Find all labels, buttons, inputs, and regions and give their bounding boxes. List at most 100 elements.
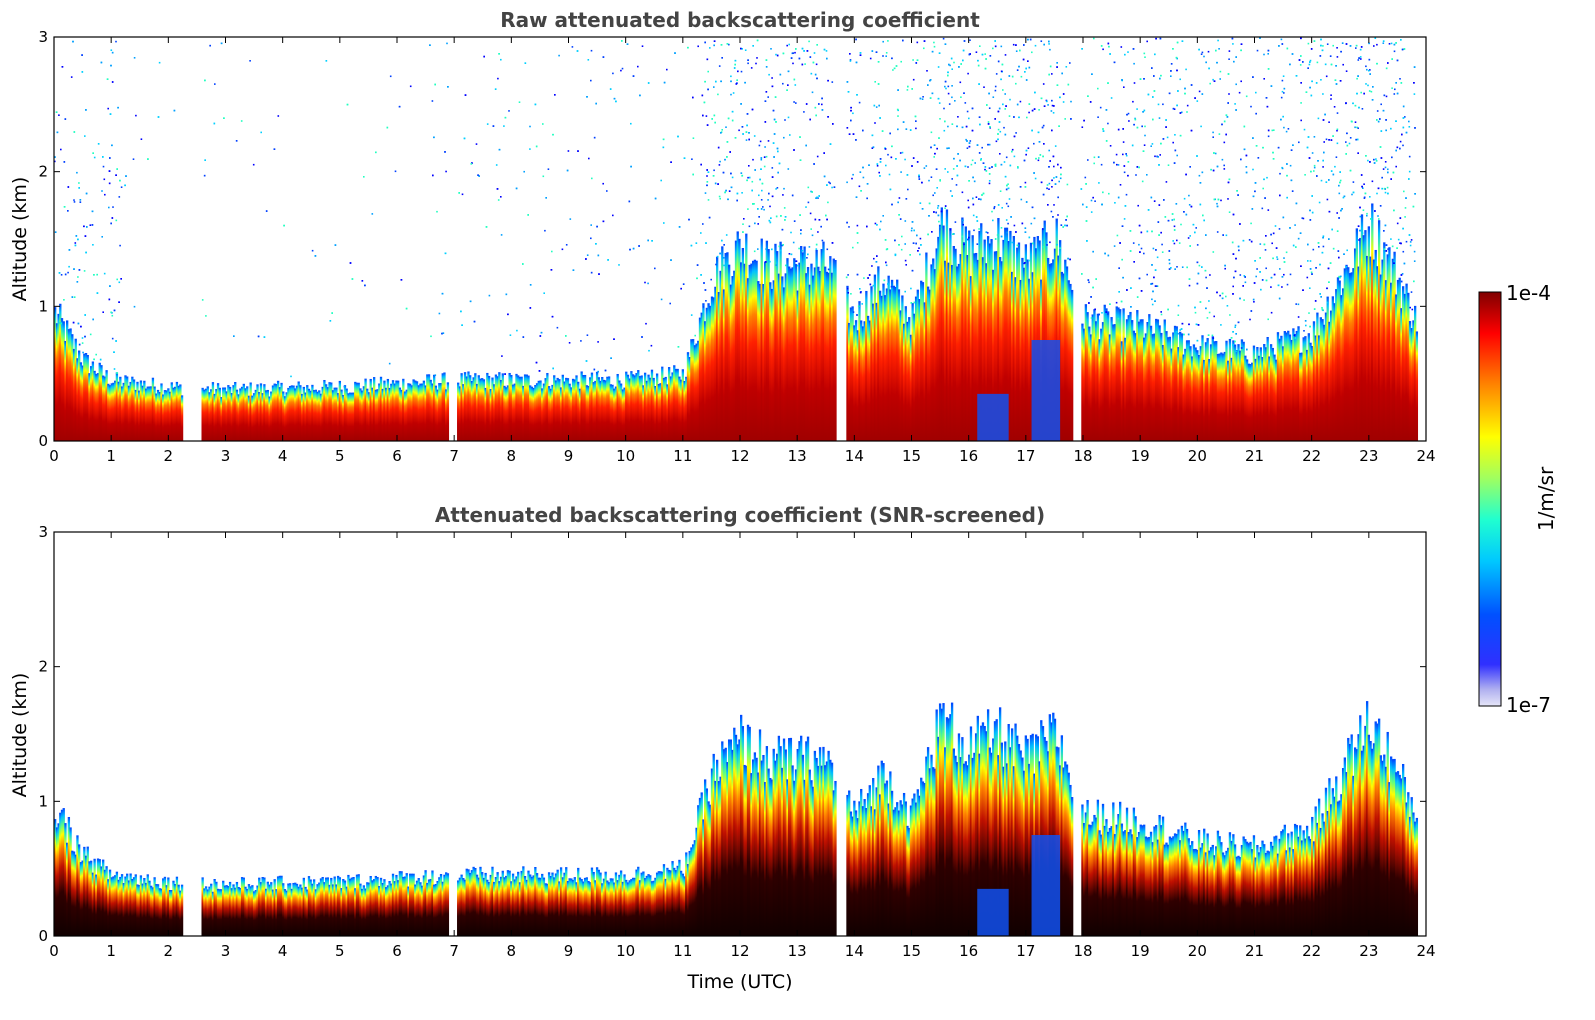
noise-speckle [869,57,872,60]
noise-speckle [1365,65,1367,68]
backscatter-column [849,811,853,936]
noise-speckle [963,243,965,246]
noise-speckle [1006,231,1008,234]
noise-speckle [1051,104,1054,107]
noise-speckle [1196,261,1199,264]
noise-speckle [1170,75,1172,77]
noise-speckle [1198,264,1201,267]
noise-speckle [876,165,879,167]
backscatter-column [1191,841,1194,936]
noise-speckle [1239,274,1242,276]
backscatter-column [913,313,916,441]
noise-speckle [1385,244,1388,246]
backscatter-column [1341,288,1345,441]
noise-speckle [1015,132,1017,134]
noise-speckle [869,283,872,286]
backscatter-column [709,305,712,441]
backscatter-column [390,383,393,441]
noise-speckle [1226,305,1229,307]
noise-speckle [916,161,919,163]
noise-speckle [1300,102,1302,104]
backscatter-column [426,882,429,936]
noise-speckle [818,219,821,221]
noise-speckle [1376,62,1378,65]
backscatter-column [144,388,148,441]
noise-speckle [1332,44,1334,47]
backscatter-column [76,358,79,441]
noise-speckle [1349,45,1352,47]
noise-speckle [1187,333,1190,336]
noise-speckle [771,248,773,251]
noise-speckle [108,298,111,301]
backscatter-column [342,879,345,936]
noise-speckle [535,361,538,364]
noise-speckle [1154,155,1156,158]
backscatter-column [462,878,465,936]
noise-speckle [718,164,721,166]
backscatter-column [990,752,993,936]
noise-speckle [1280,118,1282,121]
backscatter-column [1269,344,1273,441]
backscatter-column [1348,273,1352,441]
noise-speckle [792,241,795,244]
backscatter-column [1110,317,1113,441]
backscatter-column [698,317,702,441]
noise-speckle [874,122,876,124]
backscatter-column [582,375,585,441]
noise-speckle [940,210,943,213]
backscatter-column [631,374,635,441]
noise-speckle [923,40,926,42]
noise-speckle [1326,287,1328,290]
backscatter-column [782,287,786,441]
noise-speckle [1102,130,1105,132]
backscatter-column [163,876,167,936]
backscatter-column [916,789,919,936]
backscatter-column [107,383,110,441]
noise-speckle [1127,51,1129,53]
backscatter-column [379,877,383,936]
noise-speckle [63,161,66,163]
backscatter-column [108,385,112,441]
noise-speckle [1339,181,1341,184]
backscatter-column [865,807,868,936]
noise-speckle [1213,152,1215,154]
backscatter-column [731,276,734,441]
backscatter-column [155,884,158,936]
noise-speckle [1402,117,1405,119]
noise-speckle [1282,115,1284,118]
backscatter-column [174,386,177,441]
noise-speckle [966,110,969,113]
backscatter-column [247,884,251,936]
backscatter-column [1220,842,1223,936]
noise-speckle [108,206,110,209]
backscatter-column [1412,320,1415,441]
backscatter-column [752,260,755,441]
backscatter-column [949,714,952,936]
noise-speckle [767,140,770,142]
backscatter-column [962,242,966,441]
backscatter-column [575,375,578,441]
backscatter-column [868,785,871,936]
noise-speckle [1121,79,1123,81]
backscatter-column [273,879,276,936]
backscatter-column [810,780,813,936]
noise-speckle [1359,206,1361,209]
noise-speckle [961,126,964,129]
noise-speckle [96,292,99,294]
noise-speckle [776,54,779,57]
noise-speckle [1366,68,1368,71]
noise-speckle [1065,219,1067,221]
backscatter-column [1297,326,1300,441]
noise-speckle [1166,136,1169,139]
noise-speckle [1108,45,1110,48]
noise-speckle [988,180,991,182]
backscatter-column [1232,834,1235,936]
noise-speckle [892,69,894,71]
noise-speckle [1017,167,1019,169]
backscatter-column [1058,240,1062,441]
noise-speckle [663,81,666,84]
noise-speckle [1006,184,1008,187]
backscatter-column [993,251,997,441]
noise-speckle [68,265,70,268]
backscatter-column [1179,331,1182,441]
